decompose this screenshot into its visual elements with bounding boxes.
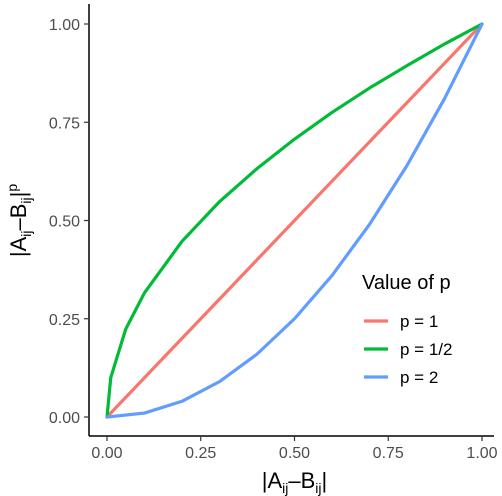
x-tick-label: 0.50 (279, 445, 310, 462)
y-title-mid: –B (6, 204, 31, 231)
x-title-sub1: ij (282, 480, 288, 496)
series-line (105, 22, 484, 419)
x-tick-label: 0.00 (91, 445, 122, 462)
y-title-base: |A (6, 236, 31, 257)
y-title-sup: p (4, 184, 20, 192)
x-tick-label: 0.75 (373, 445, 404, 462)
x-title-sub2: ij (315, 480, 321, 496)
legend-label: p = 2 (400, 368, 438, 387)
x-tick-label: 1.00 (466, 445, 497, 462)
y-title-sub2: ij (18, 197, 34, 203)
y-tick-label: 1.00 (49, 17, 80, 34)
legend-label: p = 1 (400, 312, 438, 331)
legend-items: p = 1 p = 1/2 p = 2 (364, 312, 452, 387)
x-title-mid: –B (288, 468, 315, 493)
x-ticks: 0.00 0.25 0.50 0.75 1.00 (91, 436, 498, 462)
legend-label: p = 1/2 (400, 340, 452, 359)
y-tick-label: 0.50 (49, 214, 80, 231)
series-layer (105, 22, 484, 419)
x-title-end: | (322, 468, 328, 493)
series-line (105, 22, 484, 419)
x-axis-title: |Aij–Bij| (262, 468, 328, 496)
legend: Value of p p = 1 p = 1/2 p = 2 (362, 272, 452, 387)
legend-title: Value of p (362, 272, 451, 294)
y-title-end: | (6, 192, 31, 198)
x-title-base: |A (262, 468, 283, 493)
series-line (105, 22, 484, 419)
y-tick-label: 0.00 (49, 410, 80, 427)
y-axis-title: |Aij–Bij|p (4, 184, 34, 258)
y-tick-label: 0.25 (49, 312, 80, 329)
y-title-sub1: ij (18, 231, 34, 237)
y-ticks: 0.00 0.25 0.50 0.75 1.00 (49, 17, 89, 427)
y-tick-label: 0.75 (49, 115, 80, 132)
x-tick-label: 0.25 (185, 445, 216, 462)
